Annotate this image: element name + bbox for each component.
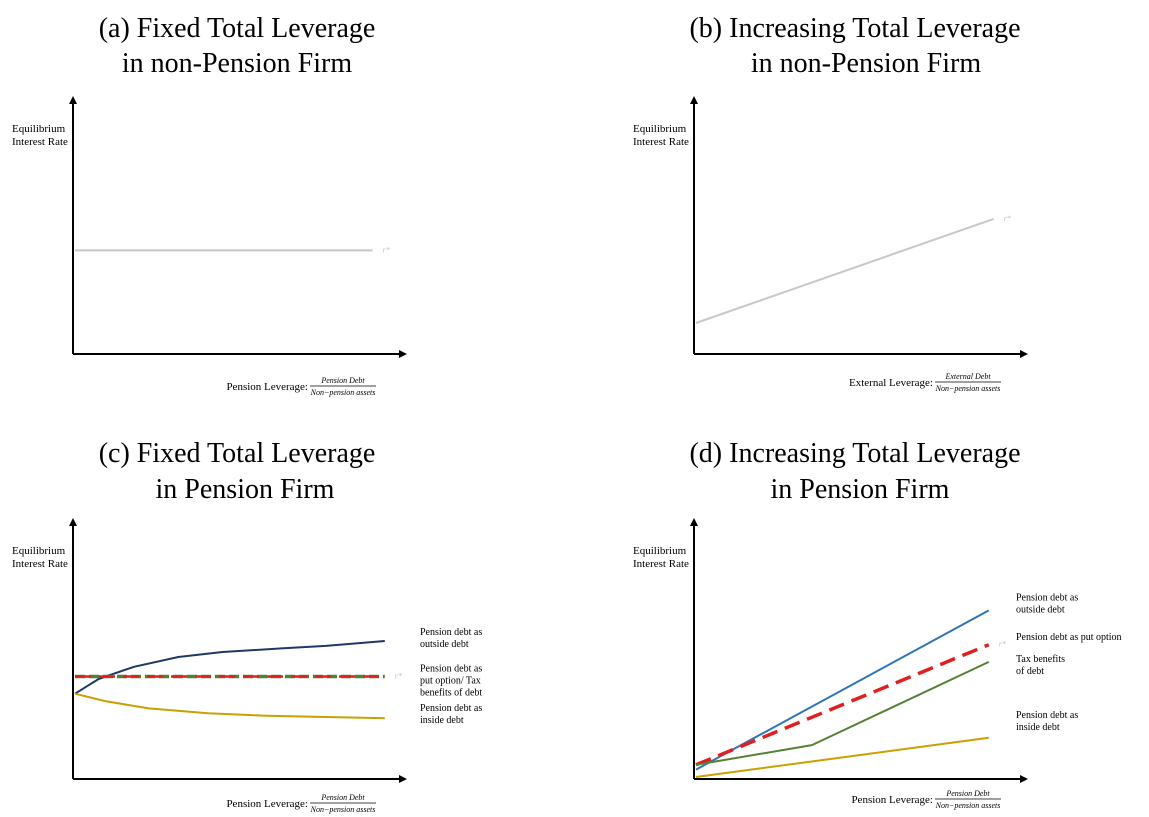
panel-c-plot: r* — [74, 640, 402, 720]
panel-c-r-star-label: r* — [395, 672, 402, 681]
panel-d-series-pension-debt-as-inside-debt — [695, 736, 989, 778]
panel-d-xlabel-prefix: Pension Leverage: — [851, 794, 933, 806]
panel-d-series-line-1 — [695, 643, 990, 767]
panel-d: (d) Increasing Total Leverage in Pension… — [633, 438, 1122, 810]
panel-d-xlabel-numerator: Pension Debt — [945, 789, 990, 798]
panel-b-xlabel-denominator: Non−pension assets — [935, 384, 1001, 393]
panel-b-ylabel-line2: Interest Rate — [633, 136, 689, 148]
panel-c-annotation-1-line-2: benefits of debt — [420, 688, 482, 699]
panel-c-annotation-0-line-0: Pension debt as — [420, 627, 482, 638]
panel-c-xlabel-denominator: Non−pension assets — [310, 805, 376, 814]
panel-d-annotation-0-line-0: Pension debt as — [1016, 593, 1078, 604]
panel-c-ylabel-line1: Equilibrium — [12, 545, 66, 557]
panel-a-r-star-label: r* — [383, 245, 390, 254]
panel-c-annotation-2-line-1: inside debt — [420, 715, 464, 726]
panel-c-title-line2: in Pension Firm — [156, 474, 335, 505]
panel-d-annotation-1-line-0: Pension debt as put option — [1016, 632, 1122, 643]
panel-d-annotation-2-line-0: Tax benefits — [1016, 654, 1065, 665]
panel-d-series-pension-debt-as-outside-debt — [695, 609, 990, 771]
panel-a-ylabel-line2: Interest Rate — [12, 136, 68, 148]
panel-a-xlabel-denominator: Non−pension assets — [310, 388, 376, 397]
panel-a-xlabel-prefix: Pension Leverage: — [226, 381, 308, 393]
panel-b-title-line1: (b) Increasing Total Leverage — [689, 13, 1020, 44]
panel-c-annotation-1-line-0: Pension debt as — [420, 664, 482, 675]
panel-c-annotation-1-line-1: put option/ Tax — [420, 676, 481, 687]
panel-d-series-tax-benefits-of-debt — [695, 660, 990, 766]
panel-b-series-line-0 — [695, 217, 994, 324]
panel-c-series-pension-debt-as-inside-debt — [74, 692, 385, 720]
panel-b-plot: r* — [695, 214, 1011, 324]
panel-d-annotation-2-line-1: of debt — [1016, 666, 1044, 677]
panel-d-plot: r* — [695, 609, 1006, 778]
panel-a-xlabel-numerator: Pension Debt — [320, 376, 365, 385]
panel-a-title-line2: in non-Pension Firm — [122, 48, 352, 79]
panel-d-ylabel-line2: Interest Rate — [633, 558, 689, 570]
panel-d-title-line1: (d) Increasing Total Leverage — [689, 438, 1020, 469]
panel-b-ylabel-line1: Equilibrium — [633, 123, 687, 135]
panel-c-title-line1: (c) Fixed Total Leverage — [99, 438, 376, 469]
panel-a-plot: r* — [75, 245, 390, 254]
panel-c-series-pension-debt-as-outside-debt — [74, 640, 385, 695]
panel-b-title-line2: in non-Pension Firm — [751, 48, 981, 79]
panel-c-xlabel-prefix: Pension Leverage: — [226, 798, 308, 810]
panel-d-annotation-3-line-0: Pension debt as — [1016, 710, 1078, 721]
panel-d-title-line2: in Pension Firm — [771, 474, 950, 505]
panel-a-title-line1: (a) Fixed Total Leverage — [99, 13, 376, 44]
panel-d-r-star-label: r* — [999, 640, 1006, 649]
panel-c-ylabel-line2: Interest Rate — [12, 558, 68, 570]
panel-a-ylabel-line1: Equilibrium — [12, 123, 66, 135]
panel-c-annotation-0-line-1: outside debt — [420, 639, 469, 650]
panel-c: (c) Fixed Total Leverage in Pension Firm… — [12, 438, 482, 814]
panel-d-annotation-0-line-1: outside debt — [1016, 605, 1065, 616]
panel-b-r-star-label: r* — [1004, 214, 1011, 223]
panel-d-xlabel-denominator: Non−pension assets — [935, 801, 1001, 810]
panel-b: (b) Increasing Total Leverage in non-Pen… — [633, 13, 1028, 393]
panel-b-xlabel-numerator: External Debt — [944, 372, 991, 381]
panel-d-ylabel-line1: Equilibrium — [633, 545, 687, 557]
panel-d-annotation-3-line-1: inside debt — [1016, 722, 1060, 733]
panel-b-xlabel-prefix: External Leverage: — [849, 377, 933, 389]
panel-c-annotation-2-line-0: Pension debt as — [420, 703, 482, 714]
panel-a: (a) Fixed Total Leverage in non-Pension … — [12, 13, 407, 397]
panel-c-xlabel-numerator: Pension Debt — [320, 793, 365, 802]
